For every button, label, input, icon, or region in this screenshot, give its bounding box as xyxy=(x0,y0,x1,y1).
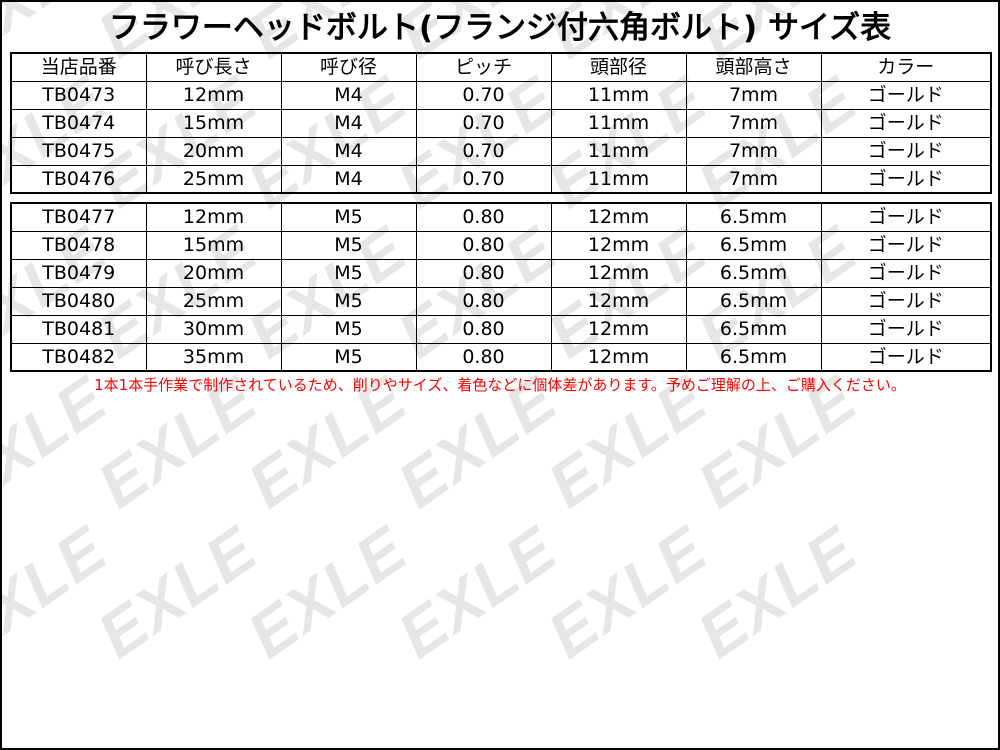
table-cell: M5 xyxy=(280,342,417,372)
table-row: TB0476 25mm M4 0.70 11mm 7mm ゴールド xyxy=(10,164,992,194)
column-header: 当店品番 xyxy=(10,52,147,82)
table-cell: 7mm xyxy=(685,164,822,194)
table-cell: ゴールド xyxy=(820,286,992,316)
table-cell: 12mm xyxy=(550,202,687,232)
table-cell: 0.80 xyxy=(415,202,552,232)
column-header: 呼び長さ xyxy=(145,52,282,82)
column-header: ピッチ xyxy=(415,52,552,82)
table-row: TB0482 35mm M5 0.80 12mm 6.5mm ゴールド xyxy=(10,342,992,372)
table-row: TB0475 20mm M4 0.70 11mm 7mm ゴールド xyxy=(10,136,992,166)
table-cell: 25mm xyxy=(145,286,282,316)
table-cell: 6.5mm xyxy=(685,314,822,344)
table-row: TB0478 15mm M5 0.80 12mm 6.5mm ゴールド xyxy=(10,230,992,260)
column-header: 頭部径 xyxy=(550,52,687,82)
table-cell: 20mm xyxy=(145,136,282,166)
table-cell: 15mm xyxy=(145,230,282,260)
table-cell: 12mm xyxy=(145,202,282,232)
column-header: 呼び径 xyxy=(280,52,417,82)
table-cell: 11mm xyxy=(550,136,687,166)
table-cell: 11mm xyxy=(550,108,687,138)
table-cell: ゴールド xyxy=(820,230,992,260)
table-cell: M5 xyxy=(280,230,417,260)
table-cell: 7mm xyxy=(685,108,822,138)
table-cell: 0.80 xyxy=(415,258,552,288)
table-cell: TB0478 xyxy=(10,230,147,260)
table-cell: 12mm xyxy=(550,258,687,288)
table-cell: ゴールド xyxy=(820,202,992,232)
table-cell: 15mm xyxy=(145,108,282,138)
table-cell: ゴールド xyxy=(820,80,992,110)
table-cell: M5 xyxy=(280,202,417,232)
table-cell: 0.80 xyxy=(415,286,552,316)
table-cell: M5 xyxy=(280,314,417,344)
table-cell: 12mm xyxy=(550,314,687,344)
table-cell: 7mm xyxy=(685,136,822,166)
table-header-row: 当店品番 呼び長さ 呼び径 ピッチ 頭部径 頭部高さ カラー xyxy=(10,52,992,82)
table-row: TB0473 12mm M4 0.70 11mm 7mm ゴールド xyxy=(10,80,992,110)
table-cell: 35mm xyxy=(145,342,282,372)
size-table-m4: 当店品番 呼び長さ 呼び径 ピッチ 頭部径 頭部高さ カラー TB0473 12mm M4 0.7… xyxy=(10,52,992,194)
table-cell: TB0477 xyxy=(10,202,147,232)
table-cell: 0.70 xyxy=(415,164,552,194)
table-cell: 0.70 xyxy=(415,136,552,166)
table-cell: 6.5mm xyxy=(685,286,822,316)
table-cell: TB0476 xyxy=(10,164,147,194)
table-cell: ゴールド xyxy=(820,342,992,372)
table-cell: M4 xyxy=(280,164,417,194)
handmade-notice: 1本1本手作業で制作されているため、削りやサイズ、着色などに個体差があります。予… xyxy=(94,376,906,394)
table-row: TB0474 15mm M4 0.70 11mm 7mm ゴールド xyxy=(10,108,992,138)
table-cell: 6.5mm xyxy=(685,258,822,288)
table-cell: 12mm xyxy=(550,230,687,260)
table-cell: TB0473 xyxy=(10,80,147,110)
column-header: カラー xyxy=(820,52,992,82)
table-row: TB0480 25mm M5 0.80 12mm 6.5mm ゴールド xyxy=(10,286,992,316)
table-cell: ゴールド xyxy=(820,136,992,166)
table-cell: 6.5mm xyxy=(685,230,822,260)
size-table-m5: TB0477 12mm M5 0.80 12mm 6.5mm ゴールド TB0478 15mm M… xyxy=(10,202,992,372)
table-cell: 0.80 xyxy=(415,230,552,260)
table-cell: 0.70 xyxy=(415,80,552,110)
table-cell: M4 xyxy=(280,136,417,166)
table-cell: TB0475 xyxy=(10,136,147,166)
table-cell: 25mm xyxy=(145,164,282,194)
table-cell: M4 xyxy=(280,108,417,138)
table-cell: TB0479 xyxy=(10,258,147,288)
column-header: 頭部高さ xyxy=(685,52,822,82)
table-cell: TB0481 xyxy=(10,314,147,344)
table-cell: ゴールド xyxy=(820,258,992,288)
table-cell: 12mm xyxy=(550,286,687,316)
table-cell: 7mm xyxy=(685,80,822,110)
table-row: TB0479 20mm M5 0.80 12mm 6.5mm ゴールド xyxy=(10,258,992,288)
table-cell: TB0482 xyxy=(10,342,147,372)
table-cell: 6.5mm xyxy=(685,202,822,232)
table-cell: 0.70 xyxy=(415,108,552,138)
table-cell: 12mm xyxy=(550,342,687,372)
table-cell: 11mm xyxy=(550,164,687,194)
page-title: フラワーヘッドボルト(フランジ付六角ボルト) サイズ表 xyxy=(108,10,892,46)
table-cell: TB0474 xyxy=(10,108,147,138)
table-cell: 12mm xyxy=(145,80,282,110)
table-cell: TB0480 xyxy=(10,286,147,316)
table-cell: 20mm xyxy=(145,258,282,288)
table-cell: ゴールド xyxy=(820,314,992,344)
table-cell: M5 xyxy=(280,258,417,288)
table-row: TB0477 12mm M5 0.80 12mm 6.5mm ゴールド xyxy=(10,202,992,232)
table-cell: 6.5mm xyxy=(685,342,822,372)
table-row: TB0481 30mm M5 0.80 12mm 6.5mm ゴールド xyxy=(10,314,992,344)
table-cell: 0.80 xyxy=(415,314,552,344)
table-cell: 30mm xyxy=(145,314,282,344)
table-cell: M5 xyxy=(280,286,417,316)
table-cell: ゴールド xyxy=(820,108,992,138)
table-cell: 0.80 xyxy=(415,342,552,372)
table-cell: ゴールド xyxy=(820,164,992,194)
table-cell: M4 xyxy=(280,80,417,110)
table-cell: 11mm xyxy=(550,80,687,110)
